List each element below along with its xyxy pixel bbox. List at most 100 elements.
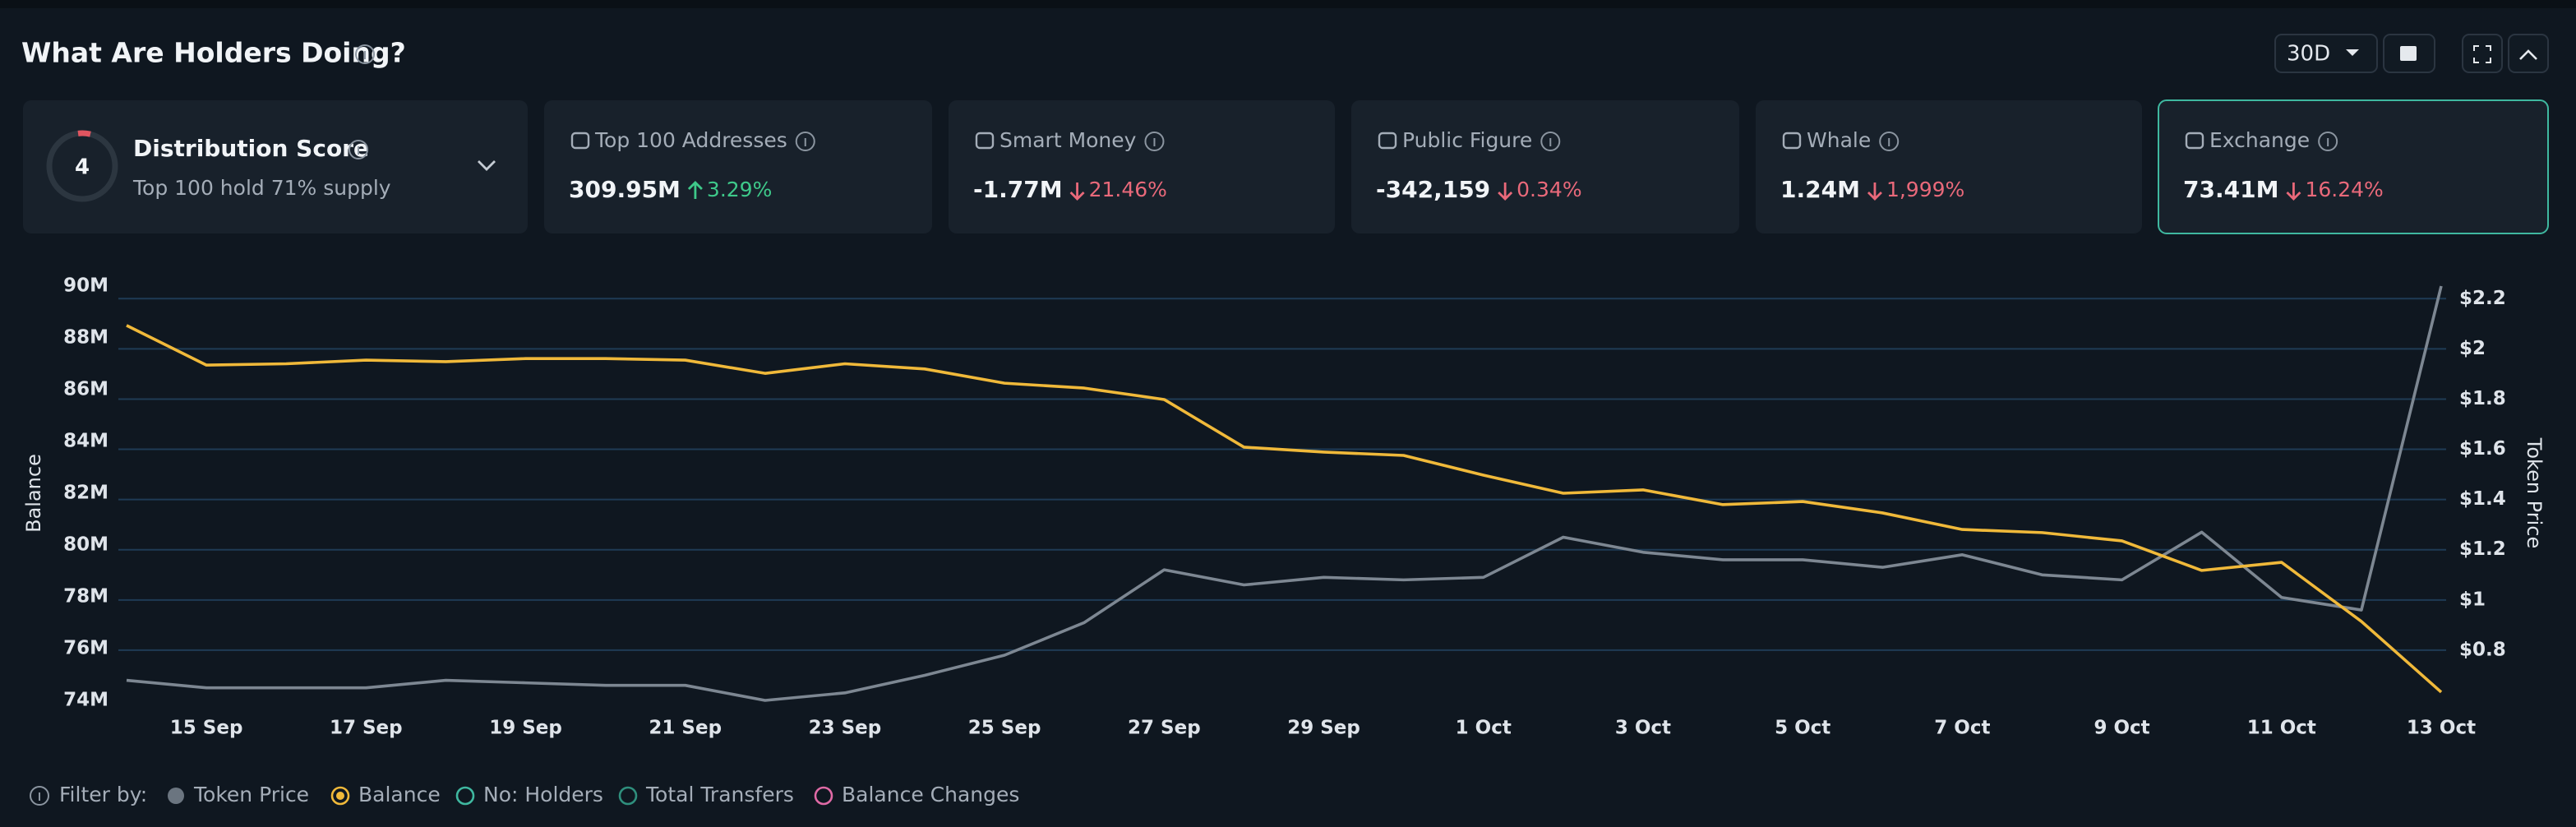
info-icon <box>1879 132 1900 151</box>
card-icon <box>1782 132 1802 150</box>
metric-card[interactable]: Whale 1.24M 1,999% <box>1756 100 2142 233</box>
metric-card[interactable]: Public Figure -342,159 0.34% <box>1351 100 1739 233</box>
period-dropdown[interactable]: 30D <box>2274 34 2378 73</box>
info-icon <box>795 132 815 151</box>
info-icon <box>349 140 368 159</box>
x-tick-label: 1 Oct <box>1456 718 1512 739</box>
x-tick-label: 13 Oct <box>2407 718 2476 739</box>
filter-item[interactable]: Balance <box>330 783 441 806</box>
card-value: 309.95M <box>569 176 681 203</box>
x-tick-label: 11 Oct <box>2247 718 2316 739</box>
filter-item[interactable]: Token Price <box>168 783 309 806</box>
y2-tick-label: $2.2 <box>2459 288 2506 309</box>
y2-tick-label: $1.2 <box>2459 538 2506 560</box>
distribution-card[interactable]: 4 Distribution Score Top 100 hold 71% su… <box>23 100 528 233</box>
filter-item[interactable]: Total Transfers <box>618 783 794 806</box>
x-tick-label: 3 Oct <box>1615 718 1671 739</box>
info-circle <box>1540 132 1561 151</box>
card-label: Top 100 Addresses <box>594 128 787 152</box>
card-icon <box>570 132 590 150</box>
filter-item[interactable]: Balance Changes <box>814 783 1019 806</box>
arrow-up <box>687 181 703 199</box>
filter-ring <box>618 786 638 806</box>
metric-card[interactable]: Top 100 Addresses 309.95M 3.29% <box>544 100 932 233</box>
card-label: Whale <box>1807 128 1871 152</box>
chart: $0.8 $1 $1.2 $1.4 $1.6 $1.8 $2 $2.2 74M 76M 78M 80M… <box>22 275 2546 739</box>
x-tick-label: 17 Sep <box>330 718 403 739</box>
series-line <box>126 324 2443 694</box>
card-bg <box>544 100 932 233</box>
card-change: 1,999% <box>1886 178 1964 201</box>
y-tick-label: 86M <box>63 379 108 400</box>
filter-item-label: No: Holders <box>483 783 603 806</box>
info-icon <box>2318 132 2338 151</box>
card-label: Public Figure <box>1402 128 1532 152</box>
filter-item-label: Total Transfers <box>645 783 794 806</box>
info-circle <box>1144 132 1165 151</box>
y-tick-label: 84M <box>63 431 108 452</box>
info-icon <box>355 44 375 64</box>
y-tick-label: 80M <box>63 534 108 556</box>
x-tick-label: 29 Sep <box>1287 718 1360 739</box>
filter-label: Filter by: <box>59 783 147 806</box>
card-change: 0.34% <box>1517 178 1581 201</box>
collapse-button[interactable] <box>2508 34 2549 73</box>
x-tick-label: 25 Sep <box>968 718 1041 739</box>
arrow-down <box>1867 182 1882 201</box>
x-tick-label: 15 Sep <box>170 718 243 739</box>
score: 4 <box>75 155 90 180</box>
card-bg <box>1756 100 2142 233</box>
card-bg <box>949 100 1335 233</box>
x-tick-label: 7 Oct <box>1934 718 1990 739</box>
x-tick-label: 5 Oct <box>1775 718 1830 739</box>
y2-tick-label: $1 <box>2459 589 2486 610</box>
x-tick-label: 21 Sep <box>649 718 722 739</box>
y-tick-label: 90M <box>63 275 108 297</box>
arrow-down <box>2286 182 2301 201</box>
y2-tick-label: $1.8 <box>2459 388 2506 409</box>
score-arc <box>77 130 91 137</box>
chevron <box>478 160 496 171</box>
y2-axis-title: Token Price <box>2523 437 2546 548</box>
y-tick-label: 82M <box>63 483 108 504</box>
cards: Top 100 Addresses 309.95M 3.29% Smart Money… <box>544 99 2549 234</box>
x-tick-label: 9 Oct <box>2094 718 2149 739</box>
filter-dot <box>336 792 344 800</box>
card-change: 21.46% <box>1089 178 1167 201</box>
card-icon <box>2185 132 2204 150</box>
y2-tick-label: $1.4 <box>2459 488 2506 510</box>
x-tick-label: 23 Sep <box>809 718 882 739</box>
filter-item-label: Balance Changes <box>842 783 1019 806</box>
card-bg <box>1351 100 1739 233</box>
card-value: 1.24M <box>1780 176 1860 203</box>
y-tick-label: 76M <box>63 638 108 659</box>
metric-card[interactable]: Smart Money -1.77M 21.46% <box>949 100 1335 233</box>
filter-item-label: Balance <box>358 783 441 806</box>
arrow-down <box>1069 182 1085 201</box>
filter-item[interactable]: No: Holders <box>455 783 603 806</box>
filter-item-label: Token Price <box>193 783 309 806</box>
fullscreen-button[interactable] <box>2462 34 2503 73</box>
metric-card[interactable]: Exchange 73.41M 16.24% <box>2158 99 2549 234</box>
y-axis-title: Balance <box>22 454 45 533</box>
series-line <box>126 285 2443 702</box>
x-tick-label: 27 Sep <box>1128 718 1201 739</box>
card-value: -1.77M <box>973 176 1063 203</box>
info-icon <box>1144 132 1165 151</box>
card-change: 3.29% <box>707 178 772 201</box>
info-icon <box>30 786 49 806</box>
distribution-subtitle: Top 100 hold 71% supply <box>132 176 391 200</box>
top-strip <box>0 0 2576 8</box>
panel-title: What Are Holders Doing? <box>21 37 406 69</box>
card-change: 16.24% <box>2305 178 2383 201</box>
card-label: Exchange <box>2209 128 2310 152</box>
y-tick-label: 88M <box>63 327 108 349</box>
card-value: 73.41M <box>2183 176 2278 203</box>
card-bg <box>2158 99 2549 234</box>
filter-dot <box>168 788 184 804</box>
card-icon <box>975 132 995 150</box>
calendar-button[interactable] <box>2383 34 2435 73</box>
y-tick-label: 78M <box>63 586 108 608</box>
